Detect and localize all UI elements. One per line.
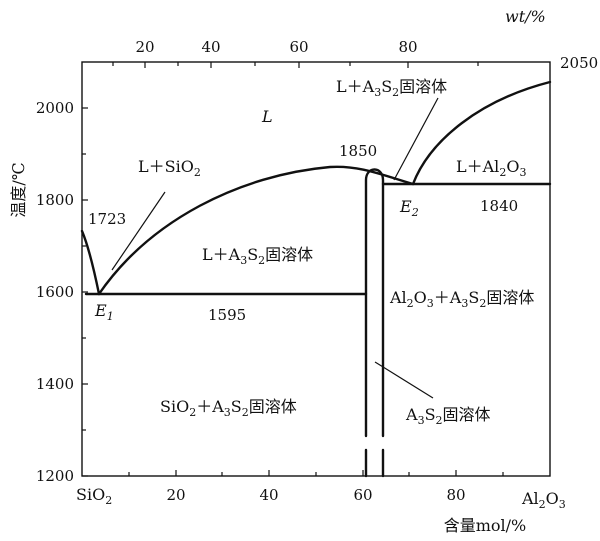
region-a3s2-solid-solution: A3S2固溶体: [405, 405, 491, 427]
x-top-tick-40: 40: [201, 38, 220, 56]
a3s2-solid-solution-band: [364, 168, 385, 438]
leader-l-a3s2-top: [393, 97, 439, 181]
region-l-a3s2-top: L＋A3S2固溶体: [336, 77, 447, 99]
temp-1840: 1840: [480, 197, 518, 215]
region-sio2-a3s2: SiO2＋A3S2固溶体: [160, 397, 297, 419]
region-l-sio2: L＋SiO2: [138, 157, 201, 179]
y-ticks: [82, 107, 88, 477]
region-liquid: L: [261, 107, 273, 126]
y-tick-1800: 1800: [36, 191, 74, 209]
phase-boundaries: [80, 80, 552, 478]
y-tick-labels: 1200 1400 1600 1800 2000: [36, 99, 74, 485]
point-e1: E1: [94, 301, 114, 323]
x-left-end-sio2: SiO2: [76, 485, 112, 507]
x-axis-bottom-label: 含量mol/%: [444, 516, 527, 535]
temp-1595: 1595: [208, 306, 246, 324]
y-tick-1400: 1400: [36, 375, 74, 393]
point-e2: E2: [399, 197, 419, 219]
x-right-end-al2o3: Al2O3: [521, 489, 566, 511]
sio2-liquidus: [80, 229, 101, 296]
y-axis-label: 温度/℃: [9, 162, 28, 217]
y-tick-2000: 2000: [36, 99, 74, 117]
region-l-al2o3: L＋Al2O3: [456, 157, 526, 179]
x-bottom-tick-60: 60: [353, 486, 372, 504]
y-tick-1600: 1600: [36, 283, 74, 301]
x-bottom-tick-20: 20: [166, 486, 185, 504]
x-bottom-ticks: [128, 470, 504, 476]
temp-1850: 1850: [339, 142, 377, 160]
x-bottom-tick-80: 80: [446, 486, 465, 504]
x-axis-top-label: wt/%: [505, 7, 546, 26]
x-top-tick-80: 80: [398, 38, 417, 56]
temp-1723: 1723: [88, 210, 126, 228]
x-top-ticks: [112, 62, 479, 68]
x-bottom-tick-40: 40: [259, 486, 278, 504]
leader-a3s2-ss: [374, 361, 434, 399]
x-top-tick-20: 20: [135, 38, 154, 56]
leader-l-sio2: [111, 191, 166, 271]
a3s2-liquidus: [97, 165, 415, 296]
leader-lines: [111, 97, 439, 399]
y-tick-1200: 1200: [36, 467, 74, 485]
region-al2o3-a3s2: Al2O3＋A3S2固溶体: [389, 288, 534, 310]
al2o3-liquidus: [411, 80, 552, 186]
region-l-a3s2: L＋A3S2固溶体: [202, 245, 313, 267]
x-top-tick-60: 60: [289, 38, 308, 56]
x-bottom-tick-labels: 20 40 60 80: [166, 486, 465, 504]
x-top-tick-labels: 20 40 60 80: [135, 38, 417, 56]
temp-2050: 2050: [560, 54, 598, 72]
